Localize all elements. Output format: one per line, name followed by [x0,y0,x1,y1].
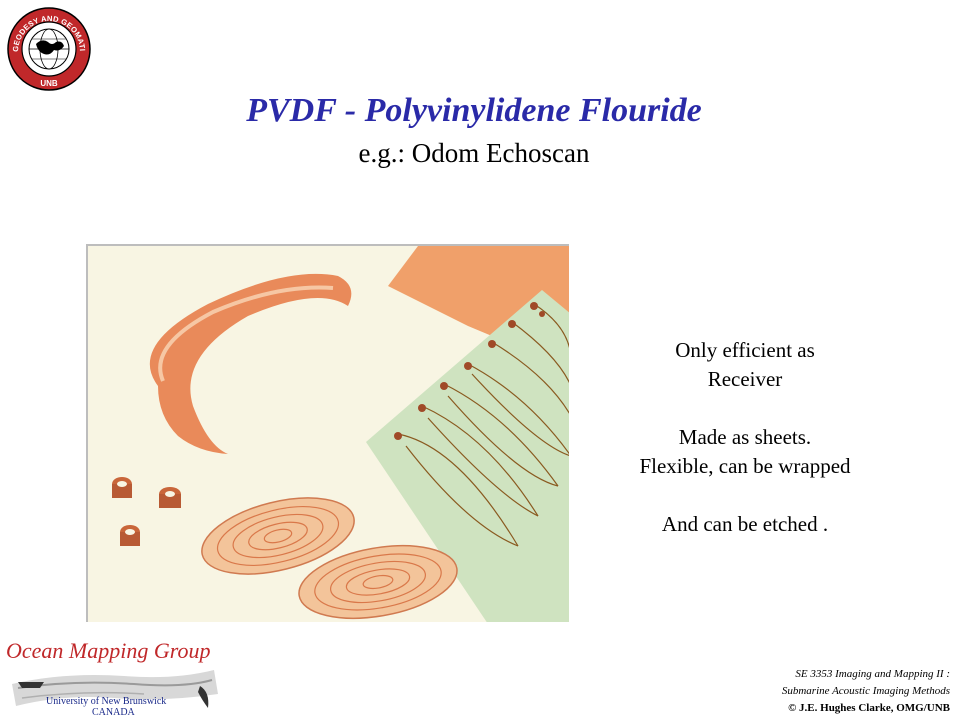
unb-seal-logo: GEODESY AND GEOMATICS ENGINEERING UNB [3,0,92,92]
copyright-credit: © J.E. Hughes Clarke, OMG/UNB [788,702,950,714]
side-note-line: And can be etched . [661,512,829,536]
side-note-line: Receiver [707,367,783,391]
side-note-line [600,481,890,510]
side-note-line: Flexible, can be wrapped [639,454,851,478]
side-notes: Only efficient as Receiver Made as sheet… [600,336,890,539]
ocean-mapping-group-name: Ocean Mapping Group [6,638,211,663]
slide-subtitle: e.g.: Odom Echoscan [358,138,590,168]
country-name: CANADA [92,707,135,718]
ocean-mapping-group-logo [4,636,222,716]
side-note-line [600,394,890,423]
seal-bottom-text: UNB [40,79,58,88]
course-label: SE 3353 Imaging and Mapping II : [795,668,950,680]
side-note-line: Made as sheets. [678,425,812,449]
fish-icon [198,686,209,708]
slide-title: PVDF - Polyvinylidene Flouride [246,92,702,129]
slide-footer: SE 3353 Imaging and Mapping II : Submari… [782,666,950,717]
pvdf-samples-photo [86,244,569,622]
ship-icon [18,682,44,688]
university-name: University of New Brunswick [46,696,167,707]
side-note-line: Only efficient as [675,338,815,362]
topic-label: Submarine Acoustic Imaging Methods [781,685,950,697]
